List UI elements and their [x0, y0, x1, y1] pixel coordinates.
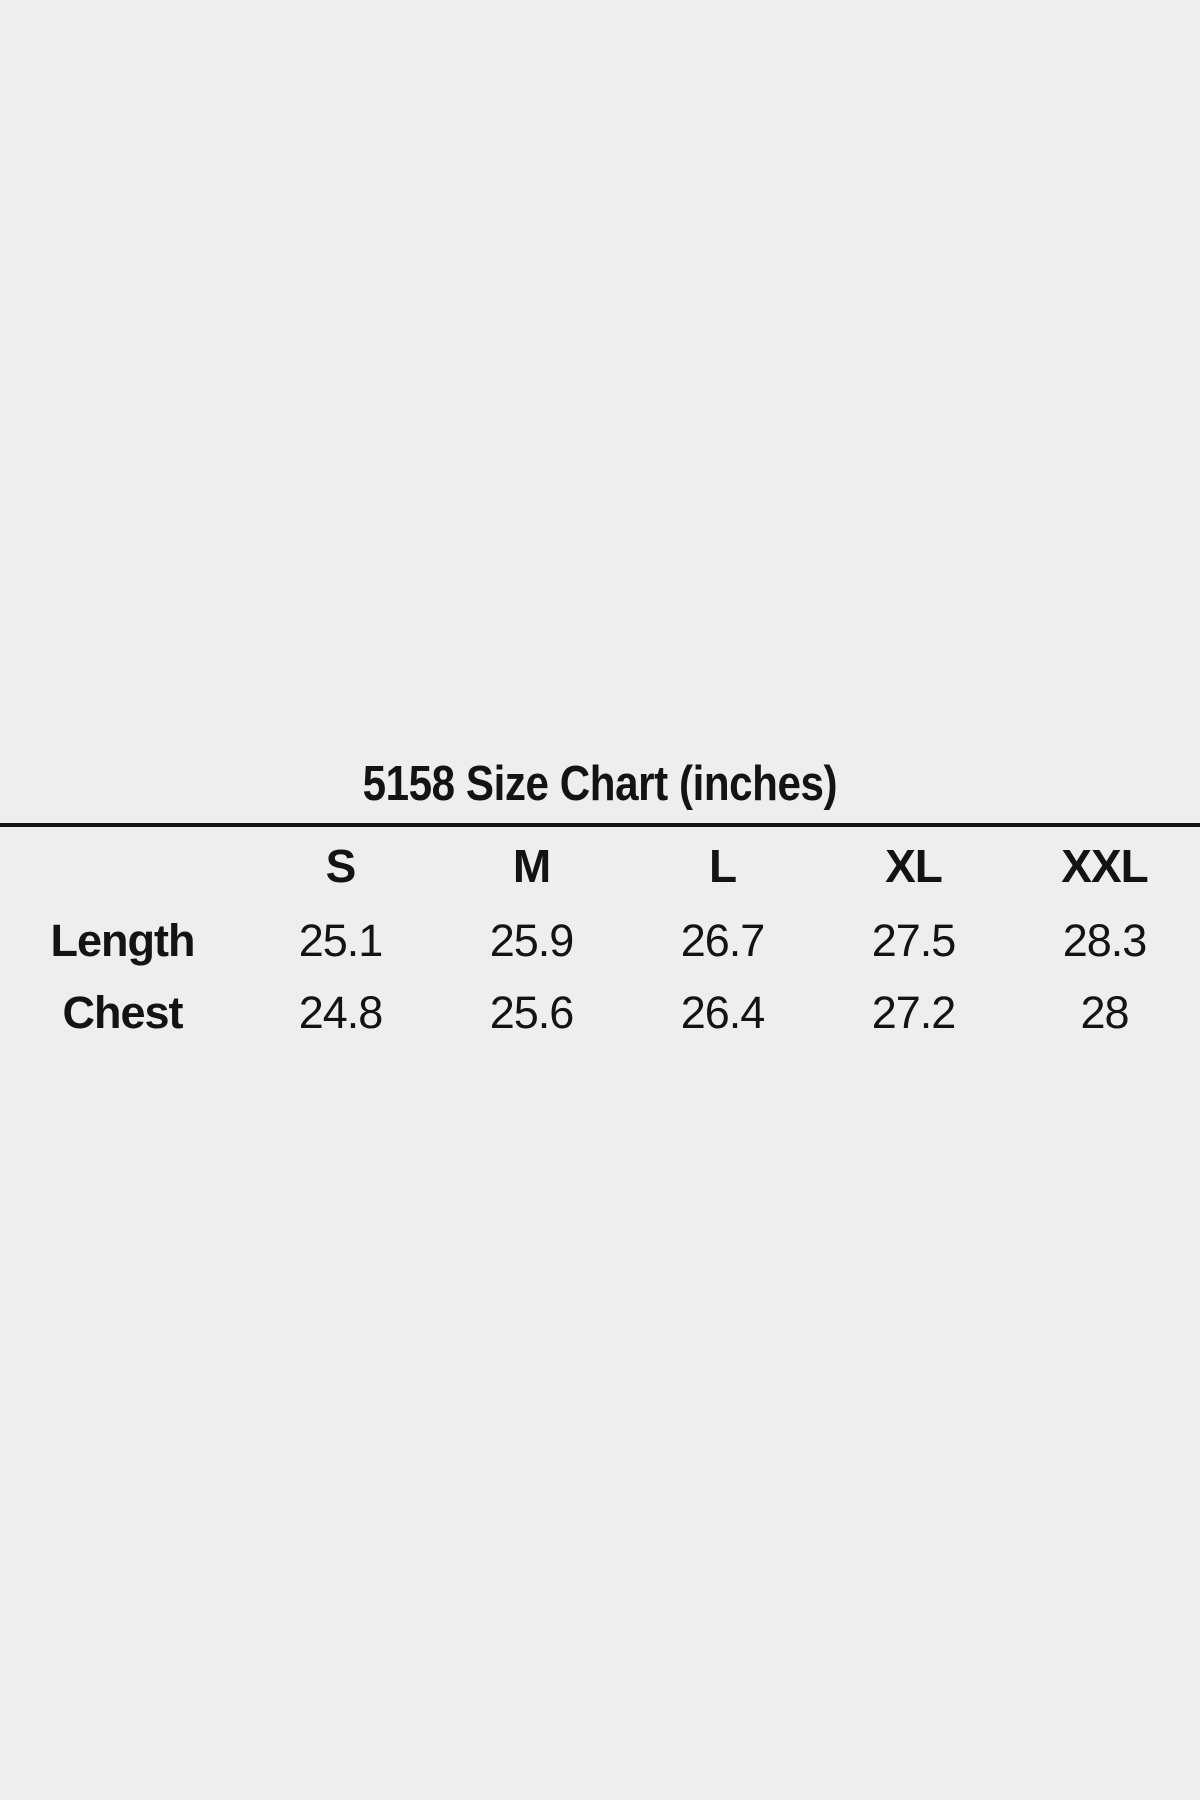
- length-value-l: 26.7: [680, 915, 766, 966]
- row-label-chest: Chest: [62, 987, 183, 1038]
- header-cell-m: M: [512, 840, 551, 892]
- chest-value-xxl: 28: [1080, 987, 1129, 1038]
- page-title: 5158 Size Chart (inches): [0, 753, 1200, 815]
- length-value-m: 25.9: [489, 915, 575, 966]
- chest-value-l: 26.4: [680, 987, 766, 1038]
- header-cell-s: S: [325, 840, 357, 892]
- length-value-xxl: 28.3: [1062, 915, 1148, 966]
- table-header-row: S M L XL XXL: [0, 827, 1200, 905]
- title-divider-rule: [0, 823, 1200, 827]
- length-value-xl: 27.5: [871, 915, 957, 966]
- chest-value-xl: 27.2: [871, 987, 957, 1038]
- table-row-length: Length 25.1 25.9 26.7 27.5 28.3: [0, 905, 1200, 977]
- header-cell-xxl: XXL: [1061, 840, 1148, 892]
- row-label-length: Length: [50, 915, 196, 966]
- chest-value-s: 24.8: [298, 987, 384, 1038]
- header-cell-xl: XL: [885, 840, 943, 892]
- length-value-s: 25.1: [298, 915, 384, 966]
- header-cell-empty: [0, 827, 245, 905]
- table-row-chest: Chest 24.8 25.6 26.4 27.2 28: [0, 977, 1200, 1049]
- page-title-text: 5158 Size Chart (inches): [362, 757, 838, 811]
- chest-value-m: 25.6: [489, 987, 575, 1038]
- header-cell-l: L: [708, 840, 737, 892]
- size-chart-table: S M L XL XXL Length 25.1 25.9 26.7 27.5 …: [0, 827, 1200, 1049]
